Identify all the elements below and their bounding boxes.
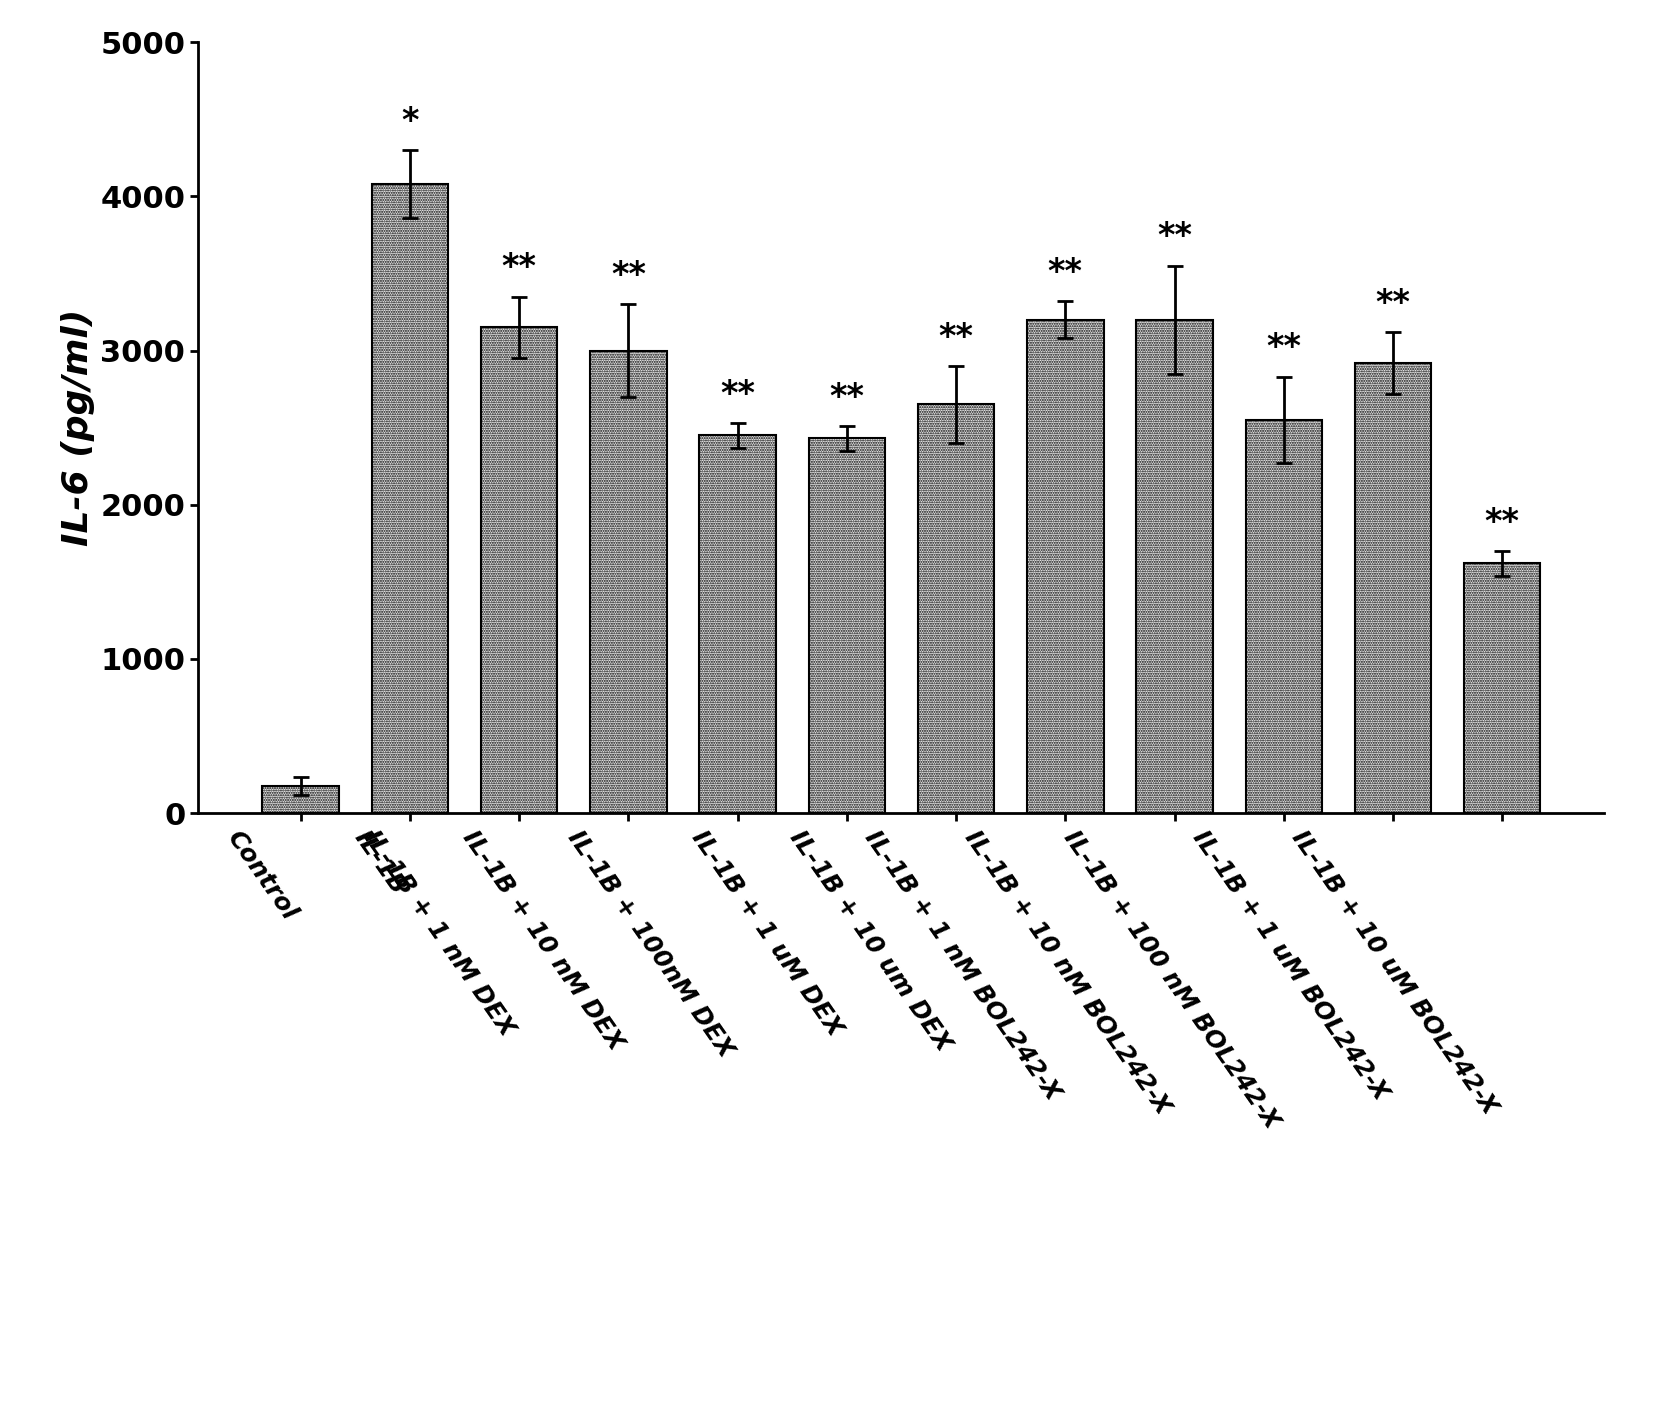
Text: **: **: [719, 377, 756, 411]
Text: **: **: [1485, 506, 1520, 538]
Bar: [1136, 320, 1212, 813]
Bar: [372, 184, 448, 813]
Bar: [918, 405, 994, 813]
Bar: [809, 439, 885, 813]
Bar: [1245, 421, 1322, 813]
Bar: [263, 787, 339, 813]
Bar: [700, 435, 776, 813]
Text: **: **: [829, 381, 865, 414]
Bar: [1464, 564, 1540, 813]
Text: **: **: [1376, 286, 1411, 320]
Y-axis label: IL-6 (pg/ml): IL-6 (pg/ml): [61, 308, 94, 547]
Text: **: **: [1267, 331, 1302, 365]
Bar: [481, 327, 557, 813]
Bar: [590, 350, 667, 813]
Text: *: *: [402, 105, 418, 137]
Bar: [1027, 320, 1103, 813]
Text: **: **: [501, 251, 536, 285]
Text: **: **: [610, 259, 645, 292]
Text: **: **: [938, 321, 974, 353]
Text: **: **: [1158, 220, 1193, 254]
Bar: [1355, 363, 1431, 813]
Text: **: **: [1047, 255, 1083, 289]
